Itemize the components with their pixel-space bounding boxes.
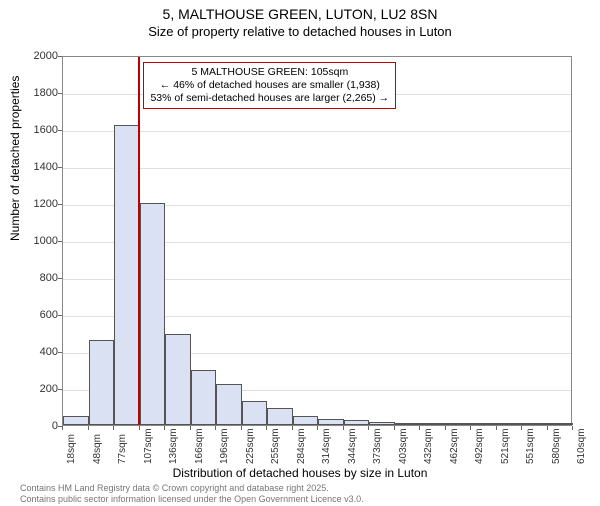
- histogram-bar: [344, 420, 370, 425]
- y-tick-mark: [58, 352, 62, 353]
- histogram-bar: [165, 334, 191, 425]
- histogram-bar: [191, 370, 217, 426]
- x-tick-mark: [470, 426, 471, 430]
- x-tick-mark: [164, 426, 165, 430]
- histogram-bar: [318, 419, 344, 425]
- x-tick-label: 432sqm: [423, 428, 434, 464]
- x-tick-mark: [547, 426, 548, 430]
- y-tick-mark: [58, 204, 62, 205]
- page-title-line2: Size of property relative to detached ho…: [0, 24, 600, 39]
- x-tick-mark: [343, 426, 344, 430]
- footer-line2: Contains public sector information licen…: [20, 494, 364, 504]
- y-tick-label: 600: [8, 309, 58, 321]
- x-tick-label: 580sqm: [551, 428, 562, 464]
- x-tick-mark: [88, 426, 89, 430]
- callout-line3: 53% of semi-detached houses are larger (…: [150, 92, 389, 105]
- y-tick-label: 800: [8, 272, 58, 284]
- y-tick-label: 1800: [8, 87, 58, 99]
- y-tick-label: 2000: [8, 50, 58, 62]
- x-tick-label: 18sqm: [66, 434, 77, 464]
- histogram-bar: [216, 384, 242, 425]
- x-tick-mark: [572, 426, 573, 430]
- x-tick-mark: [266, 426, 267, 430]
- footer-line1: Contains HM Land Registry data © Crown c…: [20, 483, 364, 493]
- x-tick-label: 462sqm: [449, 428, 460, 464]
- y-tick-mark: [58, 93, 62, 94]
- y-tick-mark: [58, 278, 62, 279]
- footer-attribution: Contains HM Land Registry data © Crown c…: [20, 483, 364, 504]
- x-tick-label: 314sqm: [321, 428, 332, 464]
- x-tick-label: 284sqm: [296, 428, 307, 464]
- x-tick-label: 48sqm: [92, 434, 103, 464]
- x-tick-mark: [241, 426, 242, 430]
- x-tick-label: 166sqm: [194, 428, 205, 464]
- callout-box: 5 MALTHOUSE GREEN: 105sqm← 46% of detach…: [143, 62, 396, 109]
- x-tick-label: 225sqm: [245, 428, 256, 464]
- histogram-bar: [446, 423, 472, 425]
- y-tick-mark: [58, 56, 62, 57]
- y-tick-mark: [58, 167, 62, 168]
- histogram-bar: [522, 423, 548, 425]
- y-tick-label: 1600: [8, 124, 58, 136]
- y-tick-mark: [58, 389, 62, 390]
- histogram-bar: [63, 416, 89, 425]
- x-tick-mark: [292, 426, 293, 430]
- y-tick-mark: [58, 315, 62, 316]
- x-tick-mark: [419, 426, 420, 430]
- x-tick-mark: [521, 426, 522, 430]
- x-tick-mark: [113, 426, 114, 430]
- page-title-line1: 5, MALTHOUSE GREEN, LUTON, LU2 8SN: [0, 6, 600, 22]
- x-tick-label: 107sqm: [143, 428, 154, 464]
- y-tick-label: 1400: [8, 161, 58, 173]
- marker-line: [138, 57, 140, 425]
- histogram-bar: [395, 423, 421, 425]
- histogram-bar: [89, 340, 115, 425]
- histogram-chart: [62, 56, 572, 426]
- x-tick-label: 196sqm: [219, 428, 230, 464]
- x-axis-label: Distribution of detached houses by size …: [0, 466, 600, 480]
- histogram-bar: [420, 423, 446, 425]
- histogram-bar: [293, 416, 319, 425]
- y-tick-mark: [58, 130, 62, 131]
- x-tick-mark: [394, 426, 395, 430]
- x-tick-label: 403sqm: [398, 428, 409, 464]
- x-tick-mark: [139, 426, 140, 430]
- histogram-bar: [548, 423, 574, 425]
- histogram-bar: [471, 423, 497, 425]
- histogram-bar: [140, 203, 166, 425]
- x-tick-label: 77sqm: [117, 434, 128, 464]
- x-tick-label: 136sqm: [168, 428, 179, 464]
- y-tick-label: 1200: [8, 198, 58, 210]
- x-tick-label: 492sqm: [474, 428, 485, 464]
- x-tick-label: 344sqm: [347, 428, 358, 464]
- x-tick-mark: [496, 426, 497, 430]
- y-tick-label: 200: [8, 383, 58, 395]
- histogram-bar: [114, 125, 140, 425]
- histogram-bar: [242, 401, 268, 425]
- y-tick-label: 0: [8, 420, 58, 432]
- x-tick-mark: [317, 426, 318, 430]
- x-tick-mark: [62, 426, 63, 430]
- x-tick-mark: [445, 426, 446, 430]
- y-tick-mark: [58, 241, 62, 242]
- x-tick-label: 521sqm: [500, 428, 511, 464]
- callout-line1: 5 MALTHOUSE GREEN: 105sqm: [150, 66, 389, 79]
- x-tick-label: 373sqm: [372, 428, 383, 464]
- histogram-bar: [369, 422, 395, 425]
- y-axis-label: Number of detached properties: [8, 76, 22, 241]
- histogram-bar: [267, 408, 293, 425]
- x-tick-mark: [190, 426, 191, 430]
- x-tick-mark: [368, 426, 369, 430]
- x-tick-label: 255sqm: [270, 428, 281, 464]
- histogram-bar: [497, 423, 523, 425]
- y-tick-label: 400: [8, 346, 58, 358]
- x-tick-label: 610sqm: [576, 428, 587, 464]
- y-tick-label: 1000: [8, 235, 58, 247]
- x-tick-mark: [215, 426, 216, 430]
- x-tick-label: 551sqm: [525, 428, 536, 464]
- callout-line2: ← 46% of detached houses are smaller (1,…: [150, 79, 389, 92]
